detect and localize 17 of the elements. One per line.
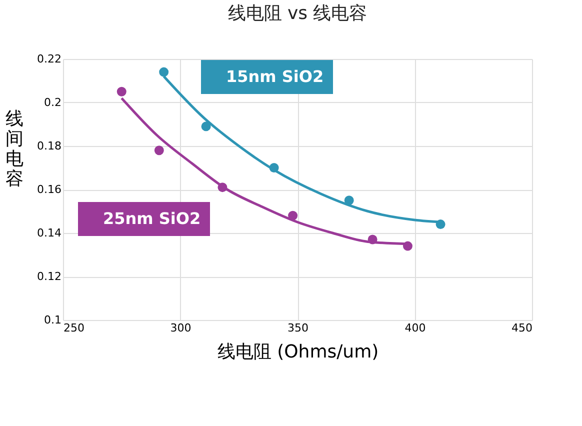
y-tick-label: 0.12	[37, 270, 62, 283]
x-tick-label: 400	[404, 322, 426, 334]
x-tick-label: 350	[288, 322, 308, 334]
x-axis-title: 线电阻 (Ohms/um)	[217, 342, 379, 362]
y-tick-label: 0.2	[44, 96, 62, 109]
x-tick-label: 450	[512, 322, 532, 334]
x-tick-label: 300	[170, 322, 192, 334]
y-tick-label: 0.16	[37, 183, 62, 196]
y-axis-title: 线间电容	[6, 108, 24, 190]
chart-title: 线电阻 vs 线电容	[228, 3, 368, 24]
y-tick-label: 0.14	[37, 226, 62, 240]
y-tick-label: 0.1	[44, 314, 62, 326]
text: 15nm SiO2	[226, 67, 324, 86]
x-tick-label: 250	[64, 322, 84, 334]
y-tick-label: 0.18	[37, 140, 62, 152]
series-label: 25nm SiO2	[103, 209, 201, 228]
y-tick-label: 0.22	[37, 52, 62, 66]
